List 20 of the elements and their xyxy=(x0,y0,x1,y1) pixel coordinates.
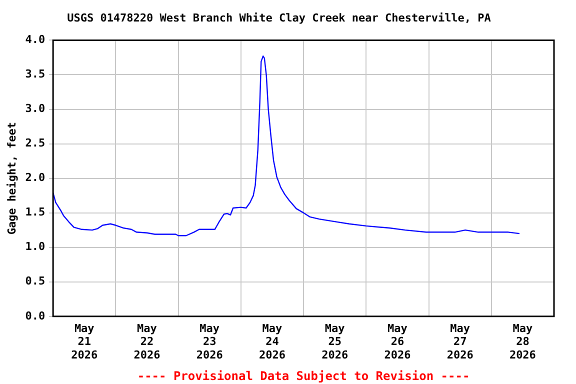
x-tick-label: May 25 2026 xyxy=(322,322,348,362)
y-tick-label: 3.0 xyxy=(25,102,46,116)
x-tick-label: May 22 2026 xyxy=(134,322,161,362)
x-tick-label: May 26 2026 xyxy=(384,322,412,362)
x-tick-label: May 21 2026 xyxy=(71,322,98,362)
y-tick-label: 1.0 xyxy=(25,240,46,254)
chart-title: USGS 01478220 West Branch White Clay Creek near Chesterville, PA xyxy=(67,11,492,24)
y-tick-label: 0.5 xyxy=(25,274,46,288)
x-tick-label: May 28 2026 xyxy=(509,322,536,362)
y-tick-label: 2.5 xyxy=(25,136,46,150)
y-tick-label: 3.5 xyxy=(25,68,46,81)
text: ---- Provisional Data Subject to Revision ---- xyxy=(137,369,470,383)
x-tick-label: May 27 2026 xyxy=(446,322,474,362)
y-tick-label: 0.0 xyxy=(25,309,46,322)
y-tick-label: 1.5 xyxy=(25,206,46,219)
y-axis-title: Gage height, feet xyxy=(5,122,18,235)
y-tick-label: 4.0 xyxy=(25,33,46,46)
y-tick-label: 2.0 xyxy=(25,171,46,184)
x-tick-label: May 24 2026 xyxy=(258,322,286,362)
x-tick-label: May 23 2026 xyxy=(196,322,224,362)
